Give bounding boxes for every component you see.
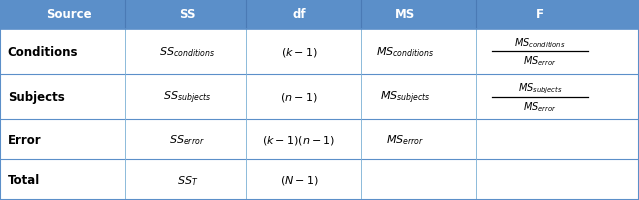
Text: $SS_{subjects}$: $SS_{subjects}$ [163, 89, 212, 105]
Text: MS: MS [395, 8, 415, 21]
Text: $SS_{error}$: $SS_{error}$ [169, 133, 205, 146]
Text: $(k-1)(n-1)$: $(k-1)(n-1)$ [263, 133, 335, 146]
Text: $MS_{error}$: $MS_{error}$ [523, 99, 557, 113]
Bar [0, 120, 639, 160]
Text: $MS_{conditions}$: $MS_{conditions}$ [376, 45, 435, 59]
Text: $MS_{error}$: $MS_{error}$ [386, 133, 424, 146]
Text: Total: Total [8, 173, 40, 186]
Bar [0, 30, 639, 75]
Text: $SS_{conditions}$: $SS_{conditions}$ [159, 45, 215, 59]
Text: $MS_{subjects}$: $MS_{subjects}$ [518, 81, 562, 95]
Text: Subjects: Subjects [8, 91, 65, 104]
Bar [0, 75, 639, 120]
Text: Source: Source [46, 8, 92, 21]
Text: $MS_{conditions}$: $MS_{conditions}$ [514, 36, 566, 50]
Text: $(N-1)$: $(N-1)$ [280, 173, 318, 186]
Text: Error: Error [8, 133, 42, 146]
Bar [0, 160, 639, 200]
Text: $(k-1)$: $(k-1)$ [281, 46, 318, 59]
Text: $(n-1)$: $(n-1)$ [281, 91, 318, 104]
Text: df: df [292, 8, 306, 21]
Text: $SS_{T}$: $SS_{T}$ [176, 173, 198, 187]
Bar [0, 0, 639, 30]
Text: SS: SS [179, 8, 196, 21]
Text: $MS_{subjects}$: $MS_{subjects}$ [380, 89, 431, 105]
Text: Conditions: Conditions [8, 46, 78, 59]
Text: F: F [536, 8, 544, 21]
Text: $MS_{error}$: $MS_{error}$ [523, 54, 557, 68]
